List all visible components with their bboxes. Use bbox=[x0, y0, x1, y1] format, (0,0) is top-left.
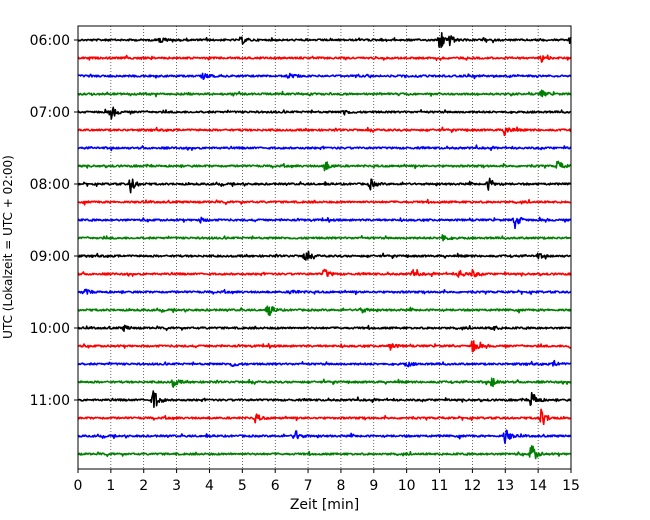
trace-line-0630 bbox=[77, 72, 572, 81]
trace-line-0930 bbox=[77, 288, 572, 296]
x-tick-label: 0 bbox=[74, 478, 83, 494]
x-tick-label: 11 bbox=[431, 478, 449, 494]
trace-line-0815 bbox=[77, 198, 572, 206]
x-tick-label: 10 bbox=[398, 478, 416, 494]
x-tick-label: 3 bbox=[172, 478, 181, 494]
x-tick-label: 15 bbox=[562, 478, 580, 494]
trace-line-1145 bbox=[77, 445, 572, 460]
plot-frame bbox=[77, 25, 572, 470]
trace-line-0615 bbox=[77, 54, 572, 63]
trace-line-0800 bbox=[77, 177, 572, 194]
x-tick-label: 14 bbox=[529, 478, 547, 494]
trace-line-1115 bbox=[77, 408, 572, 426]
x-tick-label: 6 bbox=[271, 478, 280, 494]
x-axis-ticks: 0 1 2 3 4 5 6 7 8 9 10 11 12 13 14 15 bbox=[74, 469, 580, 494]
trace-layer bbox=[77, 31, 572, 460]
trace-line-1045 bbox=[77, 377, 572, 388]
y-tick-label: 07:00 bbox=[30, 105, 70, 121]
trace-line-0915 bbox=[77, 268, 572, 278]
y-tick-label: 10:00 bbox=[30, 321, 70, 337]
trace-line-1000 bbox=[77, 324, 572, 332]
x-tick-label: 13 bbox=[496, 478, 514, 494]
y-axis-label: UTC (Lokalzeit = UTC + 02:00) bbox=[1, 155, 15, 339]
x-tick-label: 12 bbox=[463, 478, 481, 494]
trace-line-1030 bbox=[77, 359, 572, 368]
trace-line-0945 bbox=[77, 305, 572, 317]
y-axis-ticks: 06:00 07:00 08:00 09:00 10:00 11:00 bbox=[30, 33, 78, 409]
x-axis-label: Zeit [min] bbox=[290, 497, 359, 513]
trace-line-0900 bbox=[77, 250, 572, 261]
x-tick-label: 1 bbox=[106, 478, 115, 494]
x-tick-label: 7 bbox=[304, 478, 313, 494]
trace-line-0830 bbox=[77, 216, 572, 230]
trace-line-0745 bbox=[77, 160, 572, 172]
y-tick-label: 08:00 bbox=[30, 177, 70, 193]
trace-line-1130 bbox=[77, 429, 572, 445]
trace-line-0845 bbox=[77, 234, 572, 242]
trace-line-0700 bbox=[77, 106, 572, 120]
y-tick-label: 11:00 bbox=[30, 393, 70, 409]
trace-line-0600 bbox=[77, 31, 572, 49]
x-tick-label: 5 bbox=[238, 478, 247, 494]
trace-line-1100 bbox=[77, 390, 572, 408]
trace-line-0730 bbox=[77, 144, 572, 152]
x-tick-label: 9 bbox=[369, 478, 378, 494]
y-tick-label: 06:00 bbox=[30, 33, 70, 49]
x-tick-label: 4 bbox=[205, 478, 214, 494]
x-tick-label: 2 bbox=[139, 478, 148, 494]
trace-line-0715 bbox=[77, 126, 572, 137]
y-tick-label: 09:00 bbox=[30, 249, 70, 265]
trace-line-0645 bbox=[77, 89, 572, 98]
x-tick-label: 8 bbox=[336, 478, 345, 494]
trace-line-1015 bbox=[77, 340, 572, 353]
